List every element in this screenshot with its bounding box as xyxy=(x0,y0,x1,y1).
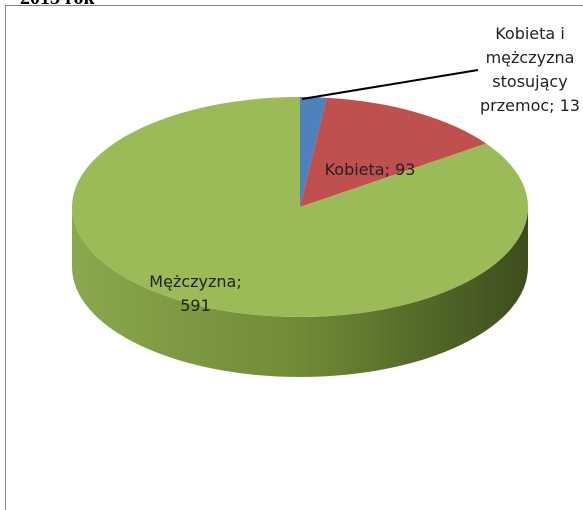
data-label: Mężczyzna; 591 xyxy=(149,272,242,315)
slice xyxy=(300,97,487,207)
data-label: Kobieta i mężczyzna stosujący przemoc; 1… xyxy=(480,24,580,115)
slice-side xyxy=(72,207,528,377)
data-label: Kobieta; 93 xyxy=(324,160,416,179)
chart-title: 2013 rok xyxy=(20,0,95,10)
pie xyxy=(72,97,529,377)
leader-line xyxy=(301,69,479,100)
slice xyxy=(300,97,327,207)
slice xyxy=(72,97,529,317)
frame xyxy=(5,5,583,510)
